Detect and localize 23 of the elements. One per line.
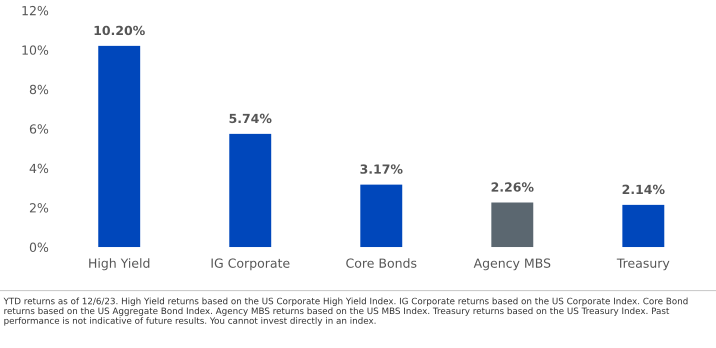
x-tick-label: Core Bonds <box>346 258 416 268</box>
data-label: 5.74% <box>230 114 272 124</box>
y-tick-label: 12% <box>22 6 48 16</box>
data-label: 10.20% <box>94 26 145 36</box>
data-label: 2.14% <box>622 184 665 194</box>
y-tick-label: 4% <box>30 164 48 174</box>
data-label: 3.17% <box>360 164 403 174</box>
y-tick-label: 8% <box>30 84 48 94</box>
bar <box>491 202 534 248</box>
bar <box>622 204 664 248</box>
y-tick-label: 6% <box>30 124 48 134</box>
bar <box>229 134 272 248</box>
x-tick-label: Agency MBS <box>474 258 550 270</box>
bar <box>360 184 402 248</box>
y-tick-label: 10% <box>22 45 48 55</box>
x-tick-label: IG Corporate <box>212 258 290 270</box>
bar <box>98 46 140 248</box>
text: YTD returns as of 12/6/23. High Yield returns based on the US Corporate High Yield Index. IG Corporate returns based on the US Corporate Index. Core Bond returns based on the US Aggregate Bond Index. Agency MBS returns based on the US MBS Index. Treasury returns based on the US Treasury Index. Past performance is not indicative of future results. You cannot invest directly in an index. <box>4 298 688 326</box>
y-tick-label: 2% <box>30 203 48 213</box>
y-tick-label: 0% <box>30 242 48 252</box>
data-label: 2.26% <box>492 182 534 192</box>
x-tick-label: Treasury <box>616 258 670 270</box>
x-tick-label: High Yield <box>89 258 150 270</box>
